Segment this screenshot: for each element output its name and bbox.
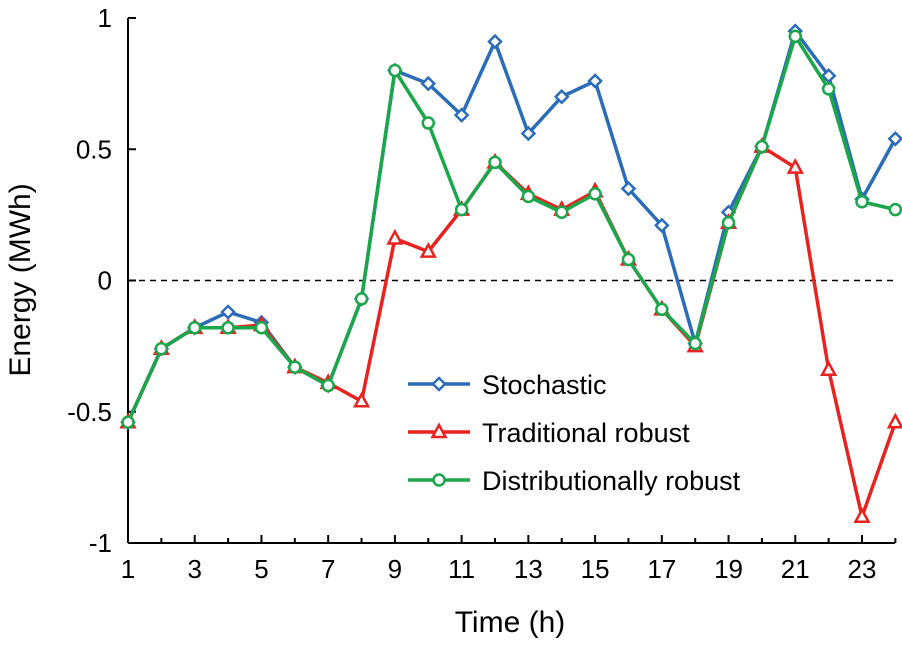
data-point [419, 242, 437, 258]
data-point [386, 228, 404, 245]
data-point [621, 252, 636, 267]
series-stochastic [120, 23, 902, 431]
x-tick-label: 23 [848, 554, 877, 584]
x-tick-label: 19 [714, 554, 743, 584]
x-tick-label: 21 [781, 554, 810, 584]
y-tick-label: 0.5 [76, 134, 112, 164]
data-point [688, 336, 702, 351]
data-point [321, 378, 335, 393]
x-tick-label: 3 [187, 554, 201, 584]
data-point [788, 29, 803, 44]
data-point [886, 412, 902, 429]
x-tick-label: 17 [647, 554, 676, 584]
data-point [488, 155, 502, 170]
data-point [187, 321, 202, 335]
data-point [453, 107, 470, 123]
y-axis-label: Energy (MWh) [4, 183, 37, 376]
data-point [553, 88, 570, 105]
data-point [352, 391, 371, 408]
data-point [655, 302, 669, 317]
legend-marker [430, 422, 448, 439]
data-point [721, 216, 736, 230]
data-point [855, 195, 869, 209]
data-point [421, 116, 436, 130]
legend-label: Traditional robust [482, 418, 690, 448]
legend-label: Distributionally robust [482, 466, 741, 496]
x-tick-label: 5 [254, 554, 268, 584]
series-line [126, 34, 896, 423]
data-point [887, 130, 902, 147]
data-point [121, 415, 135, 429]
legend-label: Stochastic [482, 370, 607, 400]
x-tick-label: 7 [321, 554, 335, 584]
data-point [820, 67, 837, 84]
legend-marker [431, 376, 447, 392]
data-point [755, 139, 769, 154]
data-point [821, 82, 836, 96]
y-tick-label: 1 [98, 3, 112, 33]
data-point [288, 360, 302, 374]
data-point [853, 507, 871, 523]
data-point [820, 360, 838, 376]
series-traditional-robust [119, 137, 902, 523]
series-line [126, 144, 898, 519]
x-tick-label: 9 [388, 554, 402, 584]
legend-item: Distributionally robust [408, 466, 741, 496]
data-point [254, 321, 269, 335]
data-point [420, 75, 437, 92]
x-axis-label: Time (h) [455, 606, 566, 639]
data-point [654, 217, 670, 234]
y-tick-label: -0.5 [67, 397, 112, 427]
data-point [487, 33, 503, 50]
data-point [354, 292, 369, 306]
data-point [554, 205, 569, 219]
data-point [520, 125, 537, 142]
y-tick-label: -1 [89, 528, 112, 558]
legend-item: Stochastic [408, 370, 607, 400]
x-tick-label: 1 [121, 554, 135, 584]
data-point [454, 202, 469, 217]
legend-marker [432, 473, 446, 487]
data-point [786, 158, 804, 174]
y-tick-label: 0 [98, 266, 112, 296]
x-tick-label: 11 [448, 554, 475, 584]
data-point [154, 342, 169, 356]
data-point [221, 321, 235, 335]
data-point [521, 189, 536, 204]
legend-item: Traditional robust [408, 418, 690, 448]
data-point [587, 73, 603, 89]
series-distributionally-robust [121, 29, 902, 429]
data-point [220, 304, 236, 320]
x-tick-label: 13 [514, 554, 543, 584]
data-point [888, 202, 902, 217]
data-point [620, 180, 637, 197]
data-point [588, 187, 602, 201]
x-tick-label: 15 [581, 554, 610, 584]
data-point [388, 63, 402, 78]
